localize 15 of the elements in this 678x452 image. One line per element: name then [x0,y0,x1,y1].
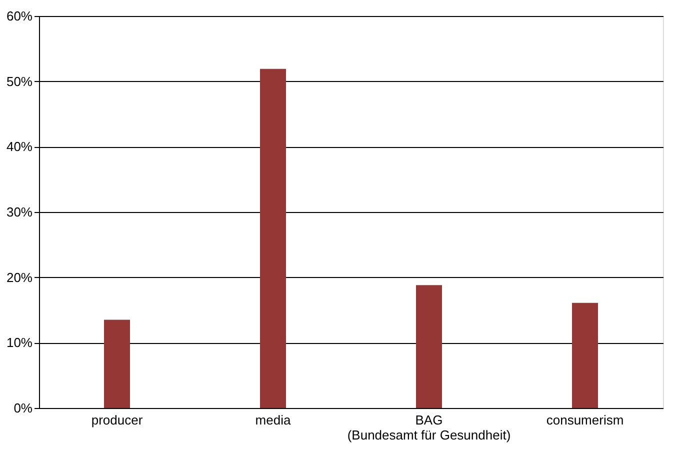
y-tick-label: 30% [6,204,33,220]
y-tick-label: 10% [6,335,33,350]
x-tick-label: media [255,412,292,428]
y-tick-label: 50% [6,74,33,89]
x-tick-label: producer [91,412,144,428]
y-tick-label: 40% [6,139,33,154]
bar [260,68,286,408]
y-tick-label: 0% [14,400,33,416]
bar [416,285,442,408]
x-tick-label: consumerism [546,412,624,428]
x-tick-label: BAG (Bundesamt für Gesundheit) [347,412,511,442]
bar [104,320,130,408]
bar [572,302,598,408]
y-tick-label: 20% [6,270,33,285]
y-tick-label: 60% [6,8,33,24]
